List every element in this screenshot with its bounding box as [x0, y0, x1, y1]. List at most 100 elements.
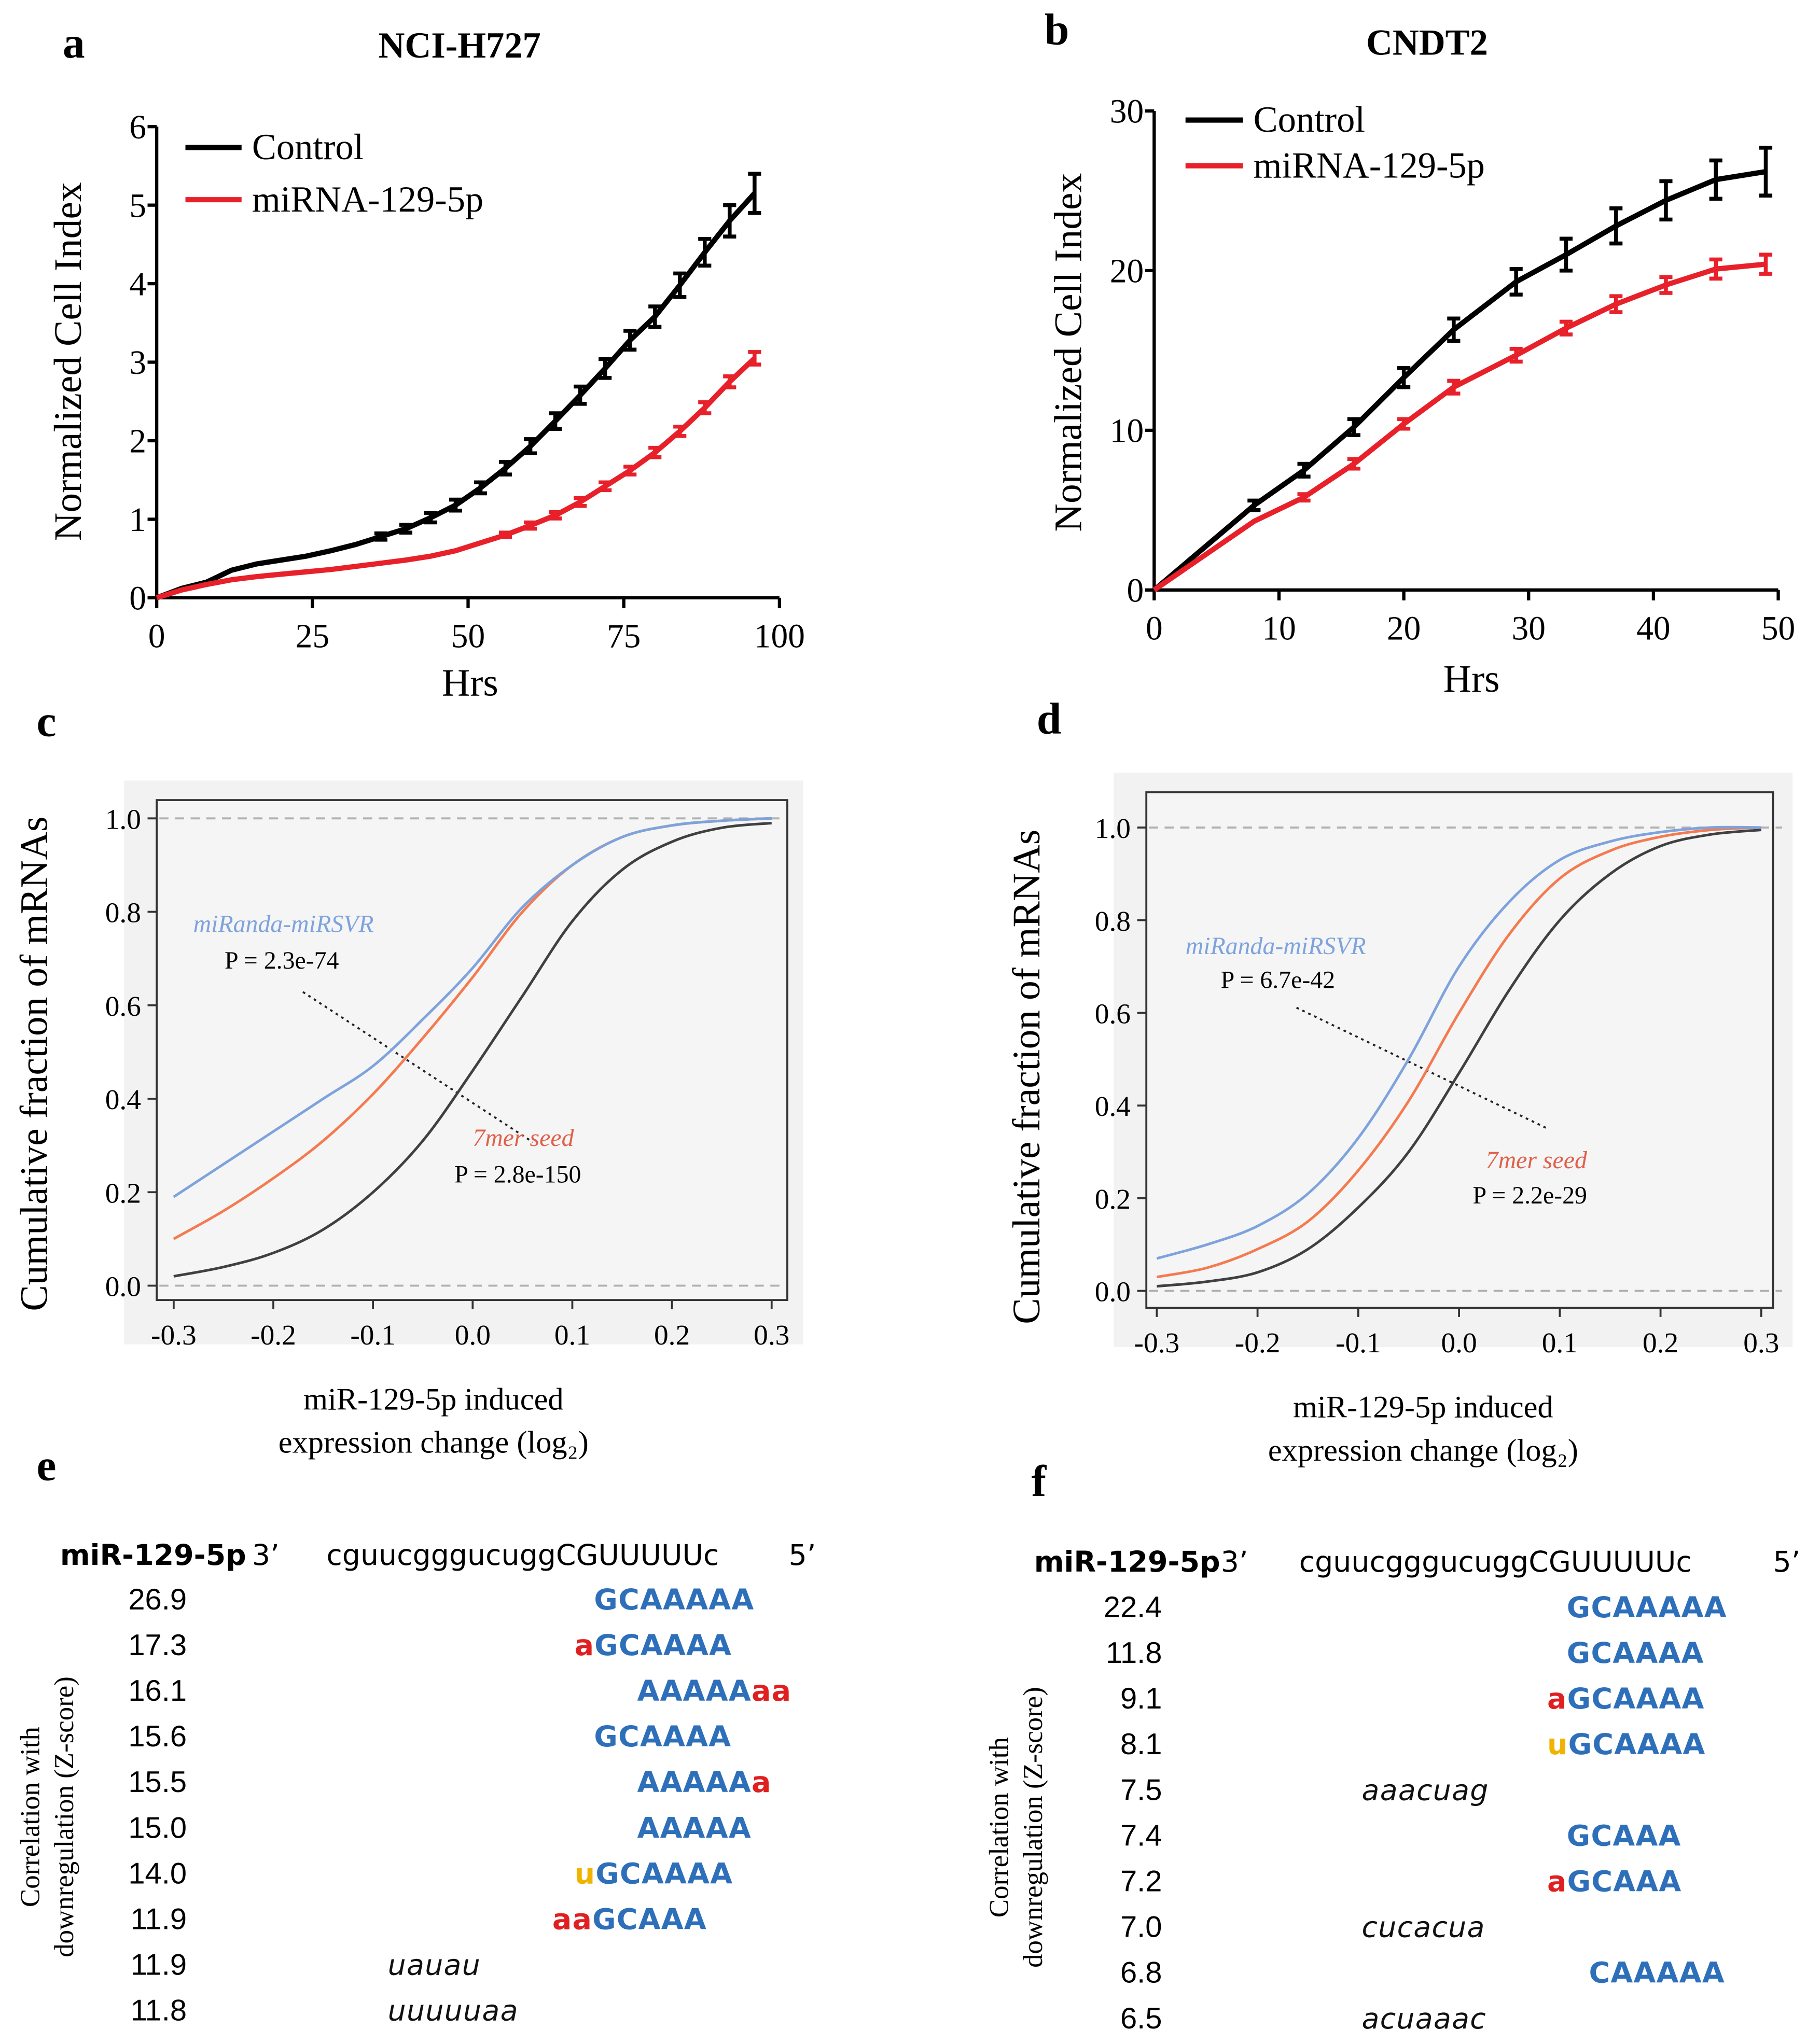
seed-row: 11.8 uuuuuaa [131, 1994, 519, 2028]
error-bar [399, 523, 413, 535]
seed-ylabel-e-line1: Correlation with [16, 1727, 46, 1907]
error-bar [574, 384, 587, 406]
seed-motif: AAAAA [637, 1812, 752, 1845]
x-axis-label-c-line1: miR-129-5p induced [303, 1382, 564, 1417]
error-bar [1397, 417, 1411, 431]
x-tick-label: 40 [1636, 610, 1670, 647]
motif-segment-red: aa [552, 1903, 592, 1936]
x-tick-label: -0.1 [350, 1319, 396, 1351]
motif-segment-blue: AAAAA [637, 1766, 752, 1799]
y-tick-label: 0 [1127, 572, 1144, 609]
x-tick-label: 0 [1146, 610, 1163, 647]
motif-segment-blue: GCAAAAA [594, 1584, 754, 1617]
x-tick-label: -0.3 [151, 1319, 197, 1351]
error-bar [748, 172, 761, 215]
x-tick-label: 0 [148, 618, 165, 655]
y-tick-label: 0.2 [105, 1177, 141, 1209]
seed-motif: GCAAA [1567, 1819, 1681, 1853]
seed-motif: AAAAAa [637, 1766, 771, 1799]
x-tick-label: 20 [1387, 610, 1421, 647]
z-score: 7.2 [1120, 1865, 1162, 1898]
error-bar [523, 520, 537, 531]
plot-frame-d [1145, 791, 1774, 1309]
motif-segment-blue: GCAAA [1567, 1819, 1681, 1853]
annotation-mirsvr-p-d: P = 6.7e-42 [1221, 967, 1335, 994]
z-score: 15.6 [128, 1720, 187, 1753]
z-score: 7.4 [1120, 1819, 1162, 1852]
seed-ylabel-e-line2: downregulation (Z-score) [49, 1676, 79, 1957]
seed-row: 15.0 AAAAA [128, 1811, 752, 1845]
x-axis-label-c-line2: expression change (log₂) [279, 1425, 589, 1460]
panel-letter-a: a [63, 18, 85, 67]
error-bar [523, 437, 537, 455]
y-tick-label: 0.6 [1095, 998, 1131, 1030]
x-tick-label: 0.0 [455, 1319, 491, 1351]
annotation-7mer-p-d: P = 2.2e-29 [1473, 1182, 1587, 1209]
y-tick-label: 20 [1110, 253, 1144, 290]
error-bar [1609, 294, 1623, 314]
cdf-line-mirsvr [1156, 825, 1761, 1260]
chart-a: Normalized Cell Index Hrs Control miRNA-… [47, 109, 805, 705]
y-tick-label: 1.0 [1095, 813, 1131, 844]
panel-letter-f: f [1032, 1457, 1047, 1506]
error-bar [574, 496, 587, 508]
annotation-7mer-p-c: P = 2.8e-150 [454, 1161, 581, 1188]
error-bar [1559, 319, 1573, 337]
x-tick-label: -0.2 [251, 1319, 296, 1351]
error-bar [498, 460, 512, 477]
error-bar [1347, 457, 1360, 471]
x-tick-label: 0.3 [754, 1319, 789, 1351]
error-bar [673, 271, 687, 299]
x-tick-label: 0.1 [554, 1319, 590, 1351]
y-tick-label: 0.0 [1095, 1276, 1131, 1308]
seed-motif: cucacua [1362, 1911, 1485, 1944]
error-bar [648, 445, 662, 459]
seed-motif: uauau [388, 1949, 481, 1982]
three-prime-e: 3’ [252, 1539, 280, 1572]
motif-segment-blue: AAAAA [637, 1812, 752, 1845]
seed-motif: aGCAAAA [1547, 1683, 1705, 1716]
seed-row: 15.5 AAAAAa [128, 1766, 771, 1799]
motif-segment-red: a [1547, 1683, 1567, 1716]
seed-row: 11.9 aaGCAAA [131, 1902, 707, 1936]
x-tick-label: -0.3 [1134, 1327, 1180, 1359]
error-bar [1397, 366, 1411, 389]
error-bar [599, 357, 612, 380]
x-tick-label: 25 [296, 618, 329, 655]
error-bar [1447, 379, 1461, 396]
series-line-control [1152, 169, 1767, 592]
motif-segment-black: uuuuuaa [388, 1995, 519, 2028]
cdf-line-all [1157, 828, 1762, 1288]
annotation-7mer-c: 7mer seed [472, 1124, 574, 1152]
seed-motif: uGCAAAA [1547, 1728, 1706, 1761]
error-bar [1709, 257, 1722, 281]
five-prime-e: 5’ [788, 1539, 816, 1572]
seed-row: 15.6 GCAAAA [128, 1720, 731, 1754]
z-score: 7.5 [1120, 1773, 1162, 1807]
x-tick-label: 100 [754, 618, 805, 655]
seed-motif: aGCAAA [1547, 1865, 1682, 1898]
cdf-line-mirsvr [173, 817, 772, 1198]
legend-label-mirna-b: miRNA-129-5p [1254, 145, 1485, 186]
x-tick-label: 75 [607, 618, 641, 655]
y-axis-label-b: Normalized Cell Index [1047, 173, 1090, 532]
motif-segment-blue: CAAAAA [1589, 1957, 1725, 1990]
z-score: 6.5 [1120, 2002, 1162, 2035]
z-score: 17.3 [128, 1629, 187, 1662]
z-score: 7.0 [1120, 1911, 1162, 1944]
error-bar [1509, 267, 1523, 297]
error-bar [1709, 158, 1722, 201]
y-tick-label: 2 [129, 423, 146, 460]
motif-segment-black: cucacua [1362, 1911, 1485, 1944]
seed-motif: CAAAAA [1589, 1957, 1725, 1990]
error-bar [723, 203, 736, 239]
motif-segment-blue: GCAAA [592, 1903, 707, 1936]
x-tick-label: 0.2 [1643, 1327, 1678, 1359]
y-tick-label: 1 [129, 501, 146, 539]
seed-motif: acuaaac [1362, 2003, 1486, 2036]
motif-segment-blue: GCAAAAA [1567, 1591, 1727, 1625]
x-axis-label-d-line1: miR-129-5p induced [1293, 1390, 1553, 1425]
seed-table-e: Correlation with downregulation (Z-score… [16, 1539, 816, 2028]
seed-motif: AAAAAaa [637, 1675, 791, 1708]
